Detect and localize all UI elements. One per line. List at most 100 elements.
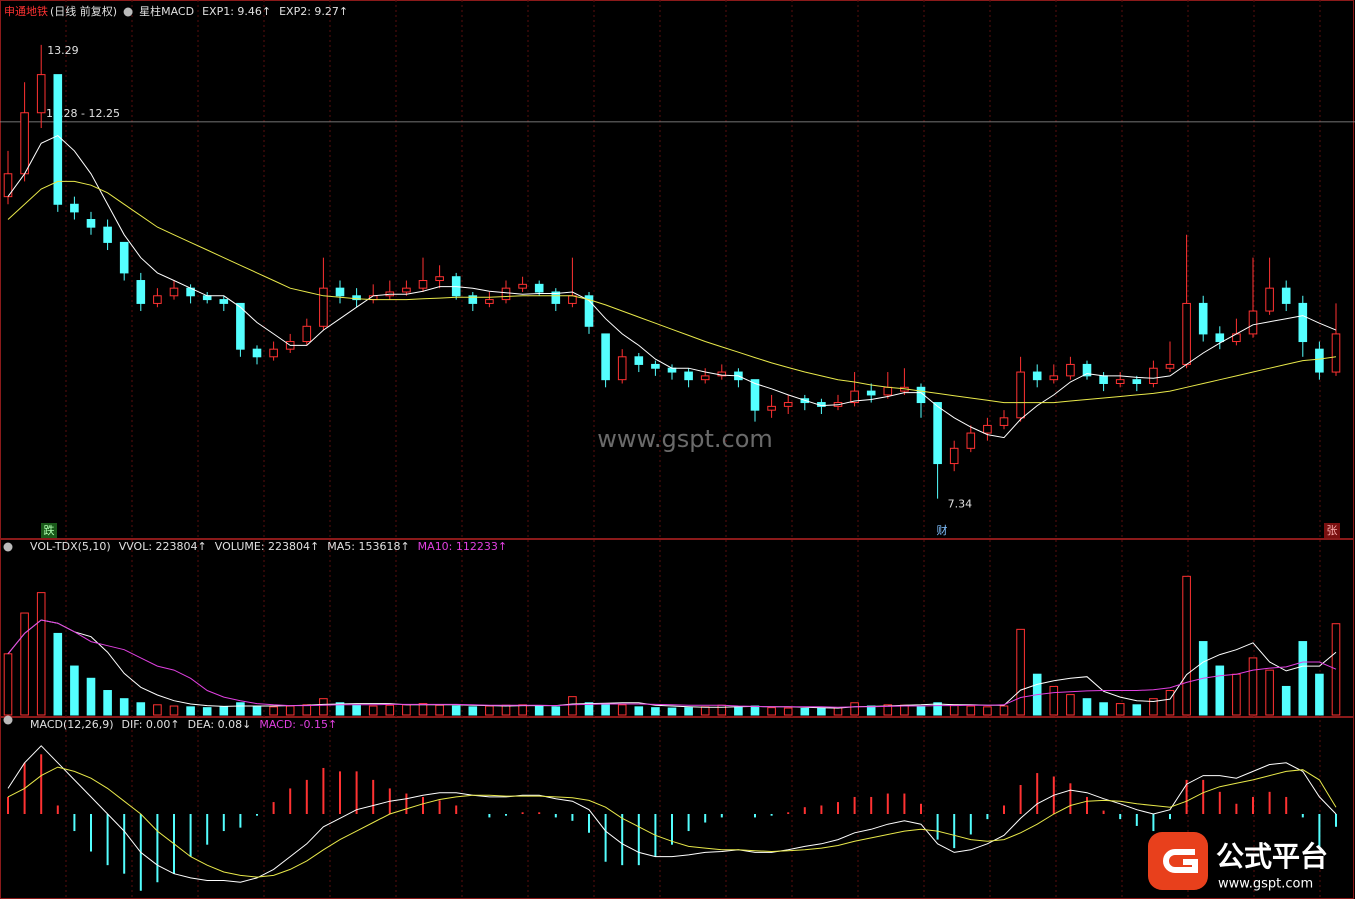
candle-body — [1265, 287, 1274, 312]
candle-body — [302, 325, 312, 343]
volume-bar — [983, 706, 992, 716]
volume-bar — [1082, 698, 1092, 716]
candle-body — [767, 405, 776, 411]
volume-header: VOL-TDX(5,10) VVOL: 223804↑ VOLUME: 223804… — [30, 540, 507, 553]
candle-body — [269, 348, 278, 358]
candle-body — [601, 333, 610, 381]
volume-bar — [103, 690, 112, 716]
candle-body — [667, 367, 677, 373]
volume-bar — [53, 632, 63, 716]
volume-bar — [1232, 673, 1241, 716]
volume-bar — [734, 706, 743, 716]
volume-bar — [617, 704, 627, 716]
volume-bar — [136, 702, 146, 716]
volume-bar — [119, 698, 129, 716]
volume-bar — [418, 703, 428, 716]
candle-body — [966, 432, 976, 449]
header-item: MACD(12,26,9) — [30, 718, 114, 731]
indicator-line — [7, 766, 1337, 878]
header-item: 申通地铁 — [4, 5, 48, 18]
logo: 公式平台 www.gspt.com — [1148, 832, 1328, 892]
price-header: 申通地铁 (日线 前复权) 星柱MACD EXP1: 9.46↑ EXP2: 9.27↑ — [4, 4, 348, 18]
header-item: 星柱MACD — [139, 4, 194, 18]
candle-body — [1115, 379, 1125, 384]
volume-bar — [1298, 641, 1308, 716]
volume-bar — [70, 665, 79, 716]
candle-body — [319, 287, 328, 327]
header-item: VOL-TDX(5,10) — [30, 540, 111, 553]
candle-body — [1165, 363, 1175, 369]
volume-bar — [1248, 657, 1258, 716]
volume-bar — [1165, 690, 1175, 716]
volume-bar — [1215, 665, 1225, 716]
volume-bar — [717, 704, 727, 716]
header-item: EXP2: 9.27↑ — [279, 5, 348, 18]
indicator-line — [7, 619, 1337, 708]
candle-body — [949, 447, 959, 465]
volume-bar — [601, 703, 610, 716]
volume-bar — [783, 707, 793, 716]
volume-bar — [916, 705, 926, 716]
volume-bar — [319, 698, 328, 716]
candle-body — [169, 287, 179, 297]
max-label: 13.29 — [47, 44, 78, 57]
candle-body — [252, 348, 262, 358]
volume-bar — [1149, 698, 1158, 716]
header-item: MA5: 153618↑ — [327, 540, 409, 553]
candle-body — [352, 295, 361, 301]
candle-body — [1049, 375, 1059, 381]
candle-body — [551, 291, 561, 304]
candle-body — [933, 402, 942, 465]
candle-body — [1315, 348, 1324, 373]
marker-box — [41, 523, 57, 538]
volume-bar — [1315, 673, 1324, 716]
volume-bar — [817, 707, 826, 716]
marker: 张 — [1327, 524, 1338, 537]
volume-bar — [202, 707, 212, 716]
volume-bar — [866, 705, 876, 716]
volume-bar — [3, 653, 13, 716]
volume-bar — [684, 707, 693, 716]
candle-body — [1032, 371, 1042, 381]
volume-bar — [651, 707, 660, 716]
header-item: DIF: 0.00↑ — [122, 718, 180, 731]
volume-bar — [1132, 704, 1142, 716]
candle-body — [1132, 379, 1142, 384]
candle-body — [883, 386, 893, 396]
volume-bar — [368, 705, 378, 716]
volume-bar — [1281, 685, 1291, 716]
volume-bar — [551, 706, 561, 716]
candle-body — [983, 424, 992, 434]
volume-bar — [435, 704, 444, 716]
header-item: VVOL: 223804↑ — [119, 540, 207, 553]
indicator-line — [7, 180, 1337, 404]
logo-url: www.gspt.com — [1218, 877, 1313, 892]
volume-bar — [501, 704, 511, 716]
plot: 12.28 - 12.25 13.29 7.34 — [0, 7, 1355, 891]
volume-bar — [1331, 623, 1341, 716]
header-icon — [3, 542, 13, 552]
volume-bar — [1265, 669, 1274, 716]
candle-body — [335, 287, 345, 297]
header-icon — [3, 715, 13, 725]
candle-body — [634, 356, 644, 365]
volume-bar — [1016, 628, 1025, 716]
candle-body — [36, 74, 46, 114]
macd-header: MACD(12,26,9) DIF: 0.00↑ DEA: 0.08↓ MACD: -… — [30, 718, 337, 731]
header-item: EXP1: 9.46↑ — [202, 5, 271, 18]
volume-bar — [700, 706, 710, 716]
candle-body — [750, 379, 760, 411]
candle-body — [999, 417, 1009, 426]
candle-body — [866, 390, 876, 396]
volume-bar — [568, 696, 577, 716]
volume-bar — [634, 706, 644, 716]
candle-body — [435, 276, 444, 282]
volume-bar — [667, 707, 677, 716]
candle-body — [1082, 363, 1092, 377]
candle-body — [1198, 302, 1208, 335]
candle-body — [1331, 333, 1341, 373]
header-item: DEA: 0.08↓ — [188, 718, 252, 731]
volume-bar — [1182, 575, 1191, 716]
